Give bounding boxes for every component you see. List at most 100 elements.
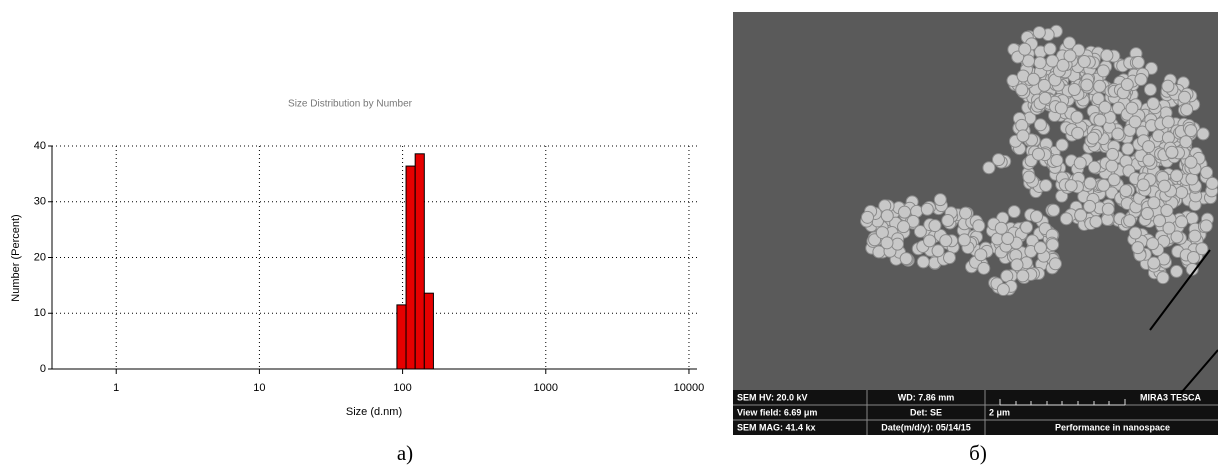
particle [881,210,893,222]
particle [1162,80,1174,92]
sem-info: SEM MAG: 41.4 kx [737,422,816,432]
particle [929,220,941,232]
particle [1074,157,1086,169]
particle [1201,166,1213,178]
bar [397,305,406,369]
particle [1185,125,1197,137]
caption: б) [969,441,987,465]
particle [1033,26,1045,38]
particle [1143,154,1155,166]
particle [1180,136,1192,148]
particle [1060,213,1072,225]
sem-info: 2 μm [989,407,1010,417]
particle [1197,128,1209,140]
sem-info: WD: 7.86 mm [898,392,955,402]
particle [1129,227,1141,239]
particle [1065,180,1077,192]
particle [899,206,911,218]
particle [1088,161,1100,173]
particle [900,253,912,265]
particle [1008,206,1020,218]
particle [1158,180,1170,192]
y-tick-label: 20 [34,251,46,263]
y-tick-label: 10 [34,307,46,319]
particle [1099,101,1111,113]
particle [1031,211,1043,223]
sem-info: MIRA3 TESCA [1140,392,1202,402]
particle [960,207,972,219]
particle [1098,179,1110,191]
particle [943,252,955,264]
particle [1187,251,1199,263]
particle [975,249,987,261]
particle [1141,208,1153,220]
particle [1147,238,1159,250]
particle [1132,56,1144,68]
particle [1112,128,1124,140]
sem-info: Date(m/d/y): 05/14/15 [881,422,971,432]
particle [1148,197,1160,209]
particle [1176,186,1188,198]
particle [1162,116,1174,128]
y-tick-label: 30 [34,196,46,208]
particle [921,203,933,215]
particle [1148,257,1160,269]
particle [934,194,946,206]
particle [1040,180,1052,192]
particle [997,284,1009,296]
particle [1017,130,1029,142]
particle [1144,84,1156,96]
particle [995,222,1007,234]
sem-info: View field: 6.69 μm [737,407,817,417]
particle [1087,132,1099,144]
particle [1034,242,1046,254]
particle [1021,221,1033,233]
particle [993,154,1005,166]
particle [1075,209,1087,221]
sem-info: Det: SE [910,407,942,417]
particle [1200,220,1212,232]
particle [1126,102,1138,114]
particle [1017,270,1029,282]
particle [1023,171,1035,183]
particle [1039,92,1051,104]
particle [1084,177,1096,189]
particle [973,220,985,232]
y-axis-label: Number (Percent) [10,214,22,301]
particle [1185,156,1197,168]
x-tick-label: 100 [393,382,411,394]
particle [1137,179,1149,191]
x-tick-label: 10000 [674,382,705,394]
particle [1206,177,1218,189]
particle [1171,265,1183,277]
particle [1019,43,1031,55]
particle [1132,242,1144,254]
sem-info: SEM HV: 20.0 kV [737,392,808,402]
particle [1068,83,1080,95]
particle [1176,216,1188,228]
particle [862,211,874,223]
bar [424,293,433,369]
particle [1101,49,1113,61]
bar [415,154,424,369]
particle [1044,43,1056,55]
particle [1078,56,1090,68]
particle [1143,141,1155,153]
particle [1171,231,1183,243]
particle [1022,55,1034,67]
particle [1106,160,1118,172]
x-tick-label: 1 [113,382,119,394]
particle [1034,57,1046,69]
particle [1055,102,1067,114]
particle [932,245,944,257]
x-tick-label: 1000 [534,382,558,394]
particle [1102,203,1114,215]
particle [1072,127,1084,139]
particle [881,237,893,249]
particle [1097,65,1109,77]
particle [1049,258,1061,270]
particle [958,234,970,246]
sem-info: Performance in nanospace [1055,422,1170,432]
particle [942,215,954,227]
x-tick-label: 10 [253,382,265,394]
